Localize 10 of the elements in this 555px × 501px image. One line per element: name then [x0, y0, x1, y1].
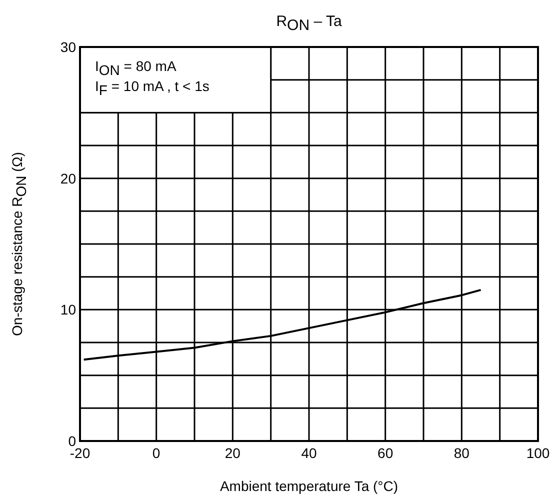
x-tick-label: 80	[454, 445, 470, 461]
x-tick-label: 40	[301, 445, 317, 461]
y-tick-label: 30	[60, 39, 76, 55]
y-tick-label: 10	[60, 302, 76, 318]
x-tick-label: 60	[378, 445, 394, 461]
x-tick-label: 20	[224, 445, 241, 461]
x-tick-label: 0	[152, 445, 160, 461]
y-tick-label: 20	[60, 170, 76, 186]
x-tick-label: 100	[526, 445, 550, 461]
x-axis-title: Ambient temperature Ta (°C)	[220, 478, 398, 494]
